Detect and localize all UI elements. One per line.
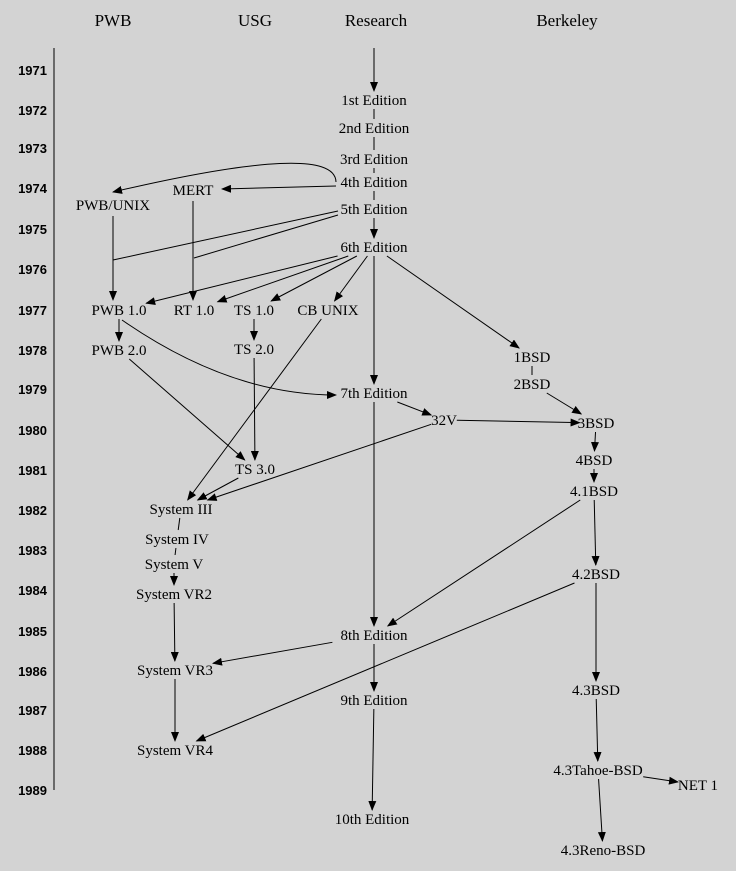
node-bsd1: 1BSD [514, 350, 551, 366]
edge-e6-to-pwb1 [145, 255, 338, 306]
node-e6: 6th Edition [340, 240, 408, 256]
edge-tahoe-to-net1 [643, 776, 679, 785]
year-label: 1977 [18, 303, 47, 318]
year-label: 1975 [18, 222, 47, 237]
node-mert: MERT [173, 183, 214, 199]
node-reno: 4.3Reno-BSD [561, 843, 646, 859]
node-bsd3: 3BSD [578, 416, 615, 432]
edge-tahoe-to-reno [597, 778, 606, 842]
column-header-research: Research [345, 11, 408, 30]
node-e10: 10th Edition [335, 812, 410, 828]
year-label: 1974 [18, 181, 48, 196]
node-net1: NET 1 [678, 778, 718, 794]
node-svr2: System VR2 [136, 587, 212, 603]
year-label: 1976 [18, 262, 47, 277]
year-label: 1983 [18, 543, 47, 558]
node-e9: 9th Edition [340, 693, 408, 709]
column-header-berkeley: Berkeley [536, 11, 598, 30]
edge-cb-to-s3 [187, 318, 322, 501]
year-label: 1985 [18, 624, 47, 639]
edge-pwb1-to-e7 [121, 319, 337, 399]
edge-pwb2-to-ts3 [128, 358, 246, 461]
edge-s3-to-s4 [177, 517, 181, 531]
edge-e5-to-pwb1 [112, 210, 339, 261]
node-ts1: TS 1.0 [234, 303, 274, 319]
edge-e6-to-ts1 [270, 255, 358, 302]
year-label: 1987 [18, 703, 47, 718]
node-e1: 1st Edition [341, 93, 407, 109]
year-label: 1978 [18, 343, 47, 358]
node-bsd42: 4.2BSD [572, 567, 620, 583]
node-bsd4: 4BSD [576, 453, 613, 469]
year-label: 1979 [18, 382, 47, 397]
edge-e4-to-pwbunix [112, 162, 337, 194]
edge-bsd41-to-e8 [386, 499, 581, 627]
node-e8: 8th Edition [340, 628, 408, 644]
edge-v32-to-s3 [206, 423, 432, 501]
year-label: 1971 [18, 63, 47, 78]
node-tahoe: 4.3Tahoe-BSD [553, 763, 643, 779]
node-bsd41: 4.1BSD [570, 484, 618, 500]
edge-e6-to-rt1 [216, 255, 349, 303]
node-s3: System III [150, 502, 213, 518]
edge-v32-to-bsd3 [456, 418, 581, 427]
year-label: 1972 [18, 103, 47, 118]
edge-e9-to-e10 [368, 708, 377, 811]
year-label: 1980 [18, 423, 47, 438]
edge-bsd2-to-bsd3 [546, 392, 583, 415]
edge-e8-to-svr3 [212, 641, 333, 666]
edge-bsd3-to-bsd4 [590, 431, 599, 452]
edge-bsd42-to-svr4 [195, 582, 575, 742]
edge-e6-to-bsd1 [386, 255, 520, 349]
node-s4: System IV [145, 532, 209, 548]
edge-svr2-to-svr3 [170, 602, 179, 662]
edge-bsd41-to-bsd42 [591, 499, 600, 566]
node-cb: CB UNIX [297, 303, 358, 319]
year-label: 1986 [18, 664, 47, 679]
edge-ts3-to-s3 [196, 477, 239, 501]
node-v32: 32V [431, 413, 457, 429]
year-label: 1982 [18, 503, 47, 518]
node-s5: System V [145, 557, 204, 573]
edge-s4-to-s5 [174, 547, 177, 556]
node-e5: 5th Edition [340, 202, 408, 218]
year-label: 1988 [18, 743, 47, 758]
edge-e7-to-v32 [397, 401, 433, 416]
node-pwb2: PWB 2.0 [91, 343, 146, 359]
node-e2: 2nd Edition [339, 121, 410, 137]
column-header-pwb: PWB [95, 11, 132, 30]
node-ts3: TS 3.0 [235, 462, 275, 478]
edge-e6-to-cb [333, 255, 368, 302]
node-svr3: System VR3 [137, 663, 213, 679]
node-pwbunix: PWB/UNIX [76, 198, 150, 214]
year-label: 1984 [18, 583, 48, 598]
node-bsd2: 2BSD [514, 377, 551, 393]
node-rt1: RT 1.0 [174, 303, 215, 319]
node-bsd43: 4.3BSD [572, 683, 620, 699]
node-e4: 4th Edition [340, 175, 408, 191]
year-label: 1981 [18, 463, 47, 478]
node-svr4: System VR4 [137, 743, 213, 759]
year-label: 1989 [18, 783, 47, 798]
node-e3: 3rd Edition [340, 152, 408, 168]
column-header-usg: USG [238, 11, 272, 30]
node-pwb1: PWB 1.0 [91, 303, 146, 319]
edge-e4-to-mert [221, 184, 337, 193]
year-label: 1973 [18, 141, 47, 156]
node-e7: 7th Edition [340, 386, 408, 402]
edge-bsd43-to-tahoe [593, 698, 602, 762]
edge-e5-to-rt1 [193, 214, 339, 259]
node-ts2: TS 2.0 [234, 342, 274, 358]
